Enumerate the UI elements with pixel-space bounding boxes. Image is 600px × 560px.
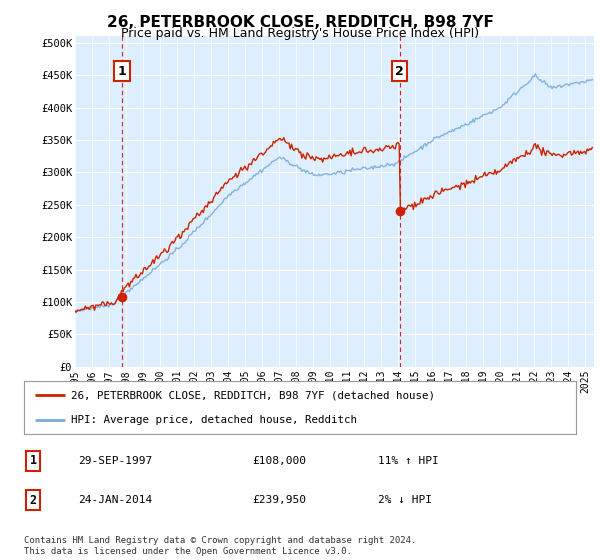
Text: 1: 1	[29, 454, 37, 468]
Text: 26, PETERBROOK CLOSE, REDDITCH, B98 7YF: 26, PETERBROOK CLOSE, REDDITCH, B98 7YF	[107, 15, 493, 30]
Text: £108,000: £108,000	[252, 456, 306, 466]
Text: 2: 2	[29, 493, 37, 507]
Text: 29-SEP-1997: 29-SEP-1997	[78, 456, 152, 466]
Text: £239,950: £239,950	[252, 495, 306, 505]
Text: 24-JAN-2014: 24-JAN-2014	[78, 495, 152, 505]
Text: 1: 1	[118, 64, 126, 78]
Text: Contains HM Land Registry data © Crown copyright and database right 2024.
This d: Contains HM Land Registry data © Crown c…	[24, 536, 416, 556]
Text: 11% ↑ HPI: 11% ↑ HPI	[378, 456, 439, 466]
Text: 2% ↓ HPI: 2% ↓ HPI	[378, 495, 432, 505]
Text: 26, PETERBROOK CLOSE, REDDITCH, B98 7YF (detached house): 26, PETERBROOK CLOSE, REDDITCH, B98 7YF …	[71, 390, 435, 400]
Text: Price paid vs. HM Land Registry's House Price Index (HPI): Price paid vs. HM Land Registry's House …	[121, 27, 479, 40]
Text: 2: 2	[395, 64, 404, 78]
Text: HPI: Average price, detached house, Redditch: HPI: Average price, detached house, Redd…	[71, 414, 357, 424]
